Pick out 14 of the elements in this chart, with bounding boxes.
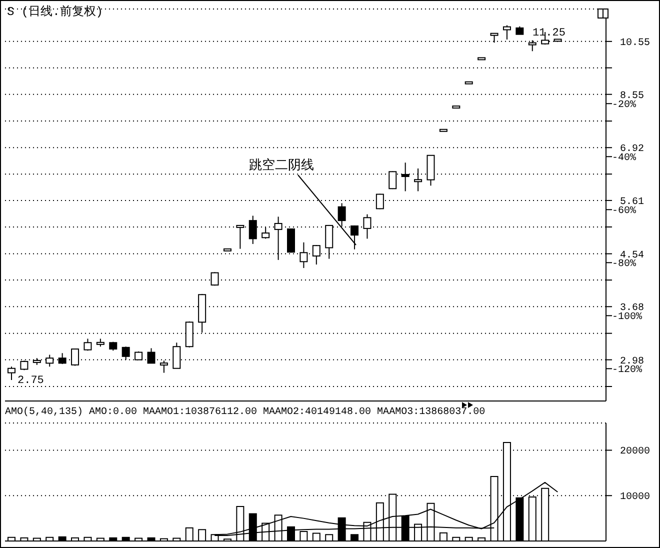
y2-tick-label: -60% xyxy=(612,206,636,218)
annotation: 11.25 xyxy=(532,27,566,40)
y2-tick-label: -100% xyxy=(612,312,642,324)
y2-tick-label: -40% xyxy=(612,153,636,164)
chart-title: AMO(5,40,135) AMO:0.00 MAAMO1:103876112.00 MAAMO2:40149148.00 MAAMO3:13868037.00 xyxy=(5,407,486,418)
y2-tick-label: -120% xyxy=(612,365,642,376)
y2-tick-label: -20% xyxy=(612,100,636,112)
annotation: 跳空二阴线 xyxy=(249,158,314,173)
annotation: 2.75 xyxy=(18,375,44,388)
y2-tick-label: -80% xyxy=(612,259,636,270)
y-tick-label: 10000 xyxy=(620,492,650,504)
y-tick-label: 20000 xyxy=(620,446,650,458)
chart-title: S (日线.前复权) xyxy=(7,4,104,20)
y-tick-label: 10.55 xyxy=(620,38,650,49)
